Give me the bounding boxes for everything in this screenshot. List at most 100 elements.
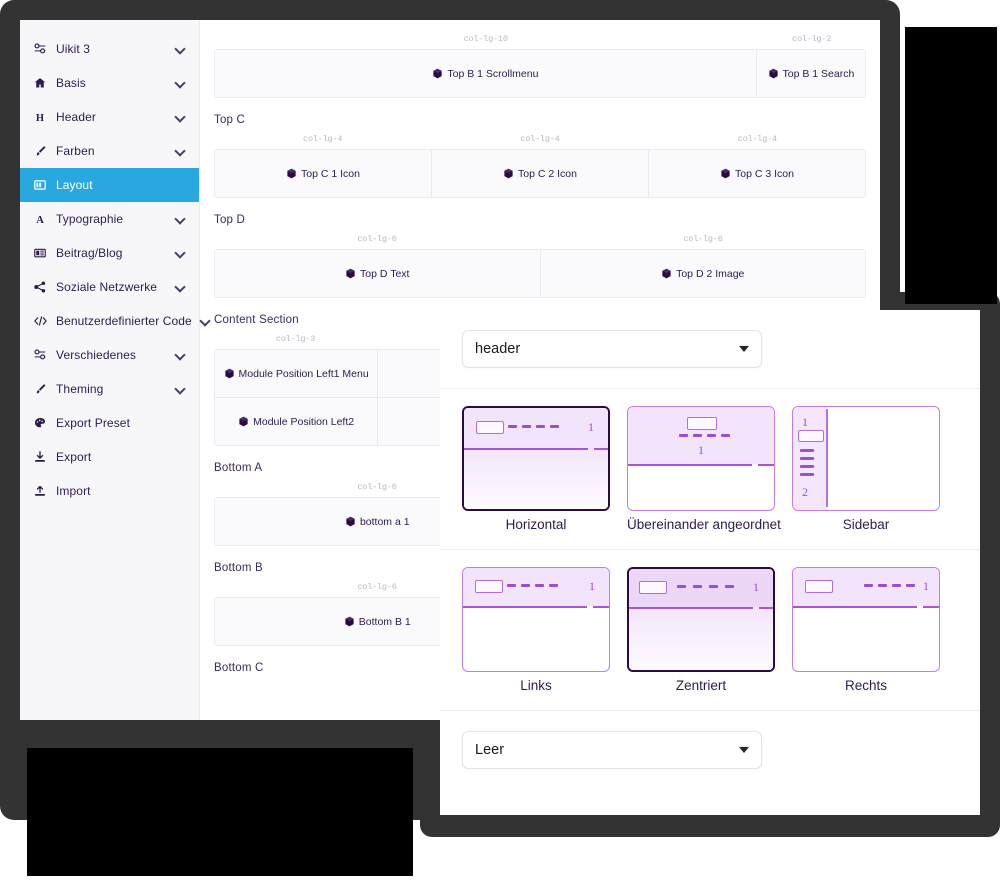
- chevron-down-icon[interactable]: [175, 145, 187, 157]
- column-head: col-lg-6: [683, 234, 723, 244]
- sidebar-item-label: Basis: [56, 76, 86, 90]
- sidebar-item-theming[interactable]: Theming: [20, 372, 199, 406]
- layout-card-label: Zentriert: [675, 678, 727, 693]
- thumb-logo: [805, 580, 833, 593]
- sidebar-item-beitrag-blog[interactable]: Beitrag/Blog: [20, 236, 199, 270]
- sidebar-item-label: Beitrag/Blog: [56, 246, 123, 260]
- position-cell[interactable]: Top B 1 Search: [756, 50, 865, 97]
- sidebar-item-label: Import: [56, 484, 91, 498]
- sidebar-item-benutzerdefinierter-code[interactable]: Benutzerdefinierter Code: [20, 304, 199, 338]
- position-label: Top C 1 Icon: [301, 167, 360, 180]
- position-label: bottom a 1: [359, 515, 410, 528]
- sidebar-item-basis[interactable]: Basis: [20, 66, 199, 100]
- column-head-row: col-lg-10 col-lg-2: [214, 34, 866, 47]
- thumb-nav-dashes: [507, 584, 558, 587]
- sidebar-item-farben[interactable]: Farben: [20, 134, 199, 168]
- position-row-top-b: Top B 1 Scrollmenu Top B 1 Search: [214, 49, 866, 98]
- sidebar-item-header[interactable]: H Header: [20, 100, 199, 134]
- sidebar-item-export-preset[interactable]: Export Preset: [20, 406, 199, 440]
- style-select-band: Leer: [440, 711, 980, 789]
- chevron-down-icon[interactable]: [175, 383, 187, 395]
- cube-icon: [224, 368, 235, 379]
- position-cell[interactable]: Top D 2 Image: [540, 250, 865, 297]
- style-select[interactable]: Leer: [462, 731, 762, 769]
- sidebar-item-export[interactable]: Export: [20, 440, 199, 474]
- svg-text:H: H: [36, 113, 44, 123]
- sidebar-item-typographie[interactable]: A Typographie: [20, 202, 199, 236]
- layout-card-links[interactable]: 1 Links: [462, 567, 610, 693]
- cube-icon: [238, 416, 249, 427]
- thumb-module-number-bottom: 2: [802, 485, 808, 499]
- layout-thumb-rechts: 1: [792, 567, 940, 672]
- chevron-down-icon[interactable]: [175, 77, 187, 89]
- thumb-separator-tail: [594, 448, 608, 450]
- sidebar-item-label: Export: [56, 450, 92, 464]
- sidebar-item-label: Theming: [56, 382, 104, 396]
- code-icon: [32, 315, 48, 327]
- section-title-top-c: Top C: [214, 114, 246, 126]
- chevron-down-icon[interactable]: [175, 43, 187, 55]
- thumb-nav-dashes: [864, 584, 915, 587]
- section-title-bottom-c: Bottom C: [214, 662, 264, 674]
- thumb-separator-tail: [593, 606, 609, 608]
- chevron-down-icon[interactable]: [175, 281, 187, 293]
- column-head: col-lg-10: [463, 34, 508, 44]
- sidebar-item-label: Verschiedenes: [56, 348, 137, 362]
- sidebar-item-uikit-3[interactable]: Uikit 3: [20, 32, 199, 66]
- heading-icon: H: [32, 111, 48, 123]
- thumb-separator-tail: [759, 607, 773, 609]
- layout-card-zentriert[interactable]: 1 Zentriert: [627, 567, 775, 693]
- position-select[interactable]: header: [462, 330, 762, 368]
- cube-icon: [768, 68, 779, 79]
- chevron-down-icon[interactable]: [175, 111, 187, 123]
- thumb-module-number: 1: [923, 579, 929, 593]
- position-cell[interactable]: Module Position Left1 Menu: [215, 350, 379, 397]
- layout-cards-row-1: 1 Horizontal 1 Übereinander angeordnet: [440, 389, 980, 532]
- thumb-module-number-top: 1: [802, 415, 808, 429]
- sidebar-item-layout[interactable]: Layout: [20, 168, 199, 202]
- palette-icon: [32, 417, 48, 429]
- layout-card-sidebar[interactable]: 1 2 Sidebar: [792, 406, 940, 532]
- sidebar-item-label: Export Preset: [56, 416, 130, 430]
- position-cell[interactable]: Top C 1 Icon: [215, 150, 432, 197]
- thumb-nav-bar: [800, 473, 814, 476]
- layout-card-stacked[interactable]: 1 Übereinander angeordnet: [627, 406, 781, 532]
- position-row-top-d: Top D Text Top D 2 Image: [214, 249, 866, 298]
- cube-icon: [432, 68, 443, 79]
- thumb-nav-dashes: [679, 434, 730, 437]
- chevron-down-icon[interactable]: [175, 213, 187, 225]
- thumb-nav-bar: [800, 457, 814, 460]
- style-select-value: Leer: [475, 742, 505, 758]
- position-cell[interactable]: Top B 1 Scrollmenu: [215, 50, 757, 97]
- redaction-block-bottom: [27, 748, 413, 876]
- chevron-down-icon[interactable]: [200, 315, 212, 327]
- thumb-separator-tail: [923, 606, 939, 608]
- position-cell[interactable]: Top C 3 Icon: [649, 150, 865, 197]
- position-label: Top B 1 Scrollmenu: [447, 67, 539, 80]
- thumb-nav-bar: [800, 465, 814, 468]
- thumb-module-number: 1: [698, 443, 704, 457]
- thumb-separator: [463, 606, 587, 608]
- thumb-separator: [793, 606, 917, 608]
- cube-icon: [720, 168, 731, 179]
- position-cell[interactable]: Top D Text: [215, 250, 541, 297]
- sidebar-item-soziale-netzwerke[interactable]: Soziale Netzwerke: [20, 270, 199, 304]
- cube-icon: [503, 168, 514, 179]
- section-title-top-d: Top D: [214, 214, 246, 226]
- sidebar-item-verschiedenes[interactable]: Verschiedenes: [20, 338, 199, 372]
- layout-thumb-sidebar: 1 2: [792, 406, 940, 511]
- column-head: col-lg-6: [357, 234, 397, 244]
- chevron-down-icon: [739, 747, 749, 753]
- layout-card-horizontal[interactable]: 1 Horizontal: [462, 406, 610, 532]
- position-cell[interactable]: Module Position Left2: [215, 398, 379, 445]
- sliders-icon: [32, 43, 48, 55]
- position-cell[interactable]: Top C 2 Icon: [432, 150, 649, 197]
- column-head: col-lg-6: [357, 582, 397, 592]
- sidebar-item-import[interactable]: Import: [20, 474, 199, 508]
- column-head-row: col-lg-3: [214, 334, 866, 347]
- layout-card-rechts[interactable]: 1 Rechts: [792, 567, 940, 693]
- sidebar-item-label: Farben: [56, 144, 95, 158]
- column-head-row: col-lg-6: [214, 482, 866, 495]
- chevron-down-icon[interactable]: [175, 349, 187, 361]
- chevron-down-icon[interactable]: [175, 247, 187, 259]
